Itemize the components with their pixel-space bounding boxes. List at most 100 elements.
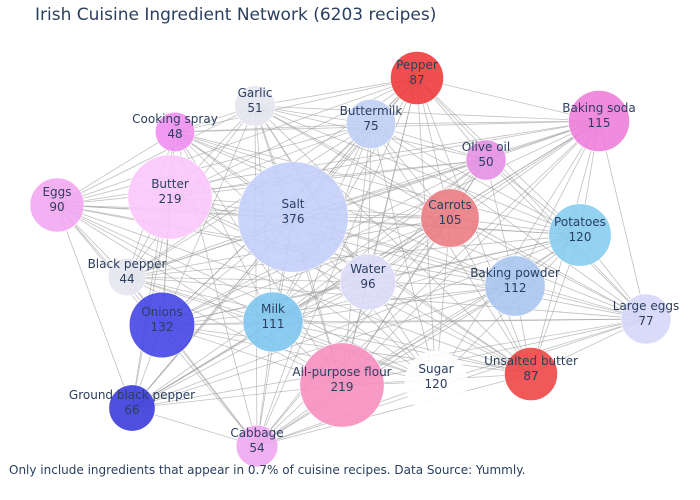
edge	[254, 105, 600, 122]
node-label-onions: Onions	[141, 305, 183, 319]
node-label-ground-black-pepper: Ground black pepper	[69, 388, 195, 402]
edge	[256, 217, 451, 447]
node-label-pepper: Pepper	[396, 58, 438, 72]
node-butter[interactable]	[127, 154, 213, 240]
node-label-potatoes: Potatoes	[554, 215, 606, 229]
node-group	[29, 51, 672, 468]
node-baking-soda[interactable]	[568, 90, 630, 152]
node-garlic[interactable]	[234, 85, 276, 127]
edge	[341, 318, 647, 386]
edge	[367, 120, 600, 283]
node-count-butter: 219	[159, 192, 182, 206]
node-label-sugar: Sugar	[418, 362, 453, 376]
edge	[367, 281, 532, 375]
edge	[174, 131, 581, 236]
node-carrots[interactable]	[420, 188, 480, 248]
edge	[254, 105, 581, 236]
edge	[370, 123, 532, 375]
node-label-black-pepper: Black pepper	[88, 257, 167, 271]
edge	[126, 276, 532, 375]
node-cooking-spray[interactable]	[154, 111, 196, 153]
edge	[131, 123, 372, 409]
edge	[161, 120, 600, 326]
node-count-black-pepper: 44	[119, 272, 134, 286]
edge	[598, 120, 647, 320]
edge	[370, 123, 437, 383]
node-water[interactable]	[339, 253, 397, 311]
node-potatoes[interactable]	[548, 203, 612, 267]
edge	[370, 123, 647, 320]
node-label-garlic: Garlic	[238, 86, 273, 100]
edge	[254, 105, 437, 383]
edge	[254, 105, 532, 375]
edge	[56, 204, 437, 383]
edge	[416, 77, 647, 320]
edge	[367, 234, 581, 283]
node-ground-black-pepper[interactable]	[108, 384, 156, 432]
edge	[161, 324, 437, 383]
node-count-water: 96	[360, 277, 375, 291]
edge	[256, 123, 372, 447]
node-count-pepper: 87	[409, 73, 424, 87]
node-pepper[interactable]	[390, 51, 444, 105]
edge	[435, 120, 600, 383]
node-large-eggs[interactable]	[620, 293, 672, 345]
edge	[341, 234, 581, 386]
edge	[256, 285, 516, 447]
chart-title: Irish Cuisine Ingredient Network (6203 r…	[35, 5, 437, 25]
node-eggs[interactable]	[29, 177, 85, 233]
node-count-carrots: 105	[439, 213, 462, 227]
node-count-ground-black-pepper: 66	[124, 403, 139, 417]
node-unsalted-butter[interactable]	[504, 347, 558, 401]
edge	[370, 123, 581, 236]
node-black-pepper[interactable]	[107, 257, 147, 297]
edge	[56, 204, 343, 386]
edge	[254, 77, 418, 107]
node-label-unsalted-butter: Unsalted butter	[484, 354, 578, 368]
edge	[169, 196, 437, 383]
chart-footnote: Only include ingredients that appear in …	[9, 463, 526, 477]
edge	[341, 120, 600, 386]
node-label-baking-powder: Baking powder	[470, 266, 560, 280]
edge	[416, 77, 600, 122]
node-salt[interactable]	[237, 161, 349, 273]
node-label-salt: Salt	[281, 197, 304, 211]
edge	[56, 204, 274, 323]
node-label-baking-soda: Baking soda	[562, 101, 635, 115]
node-label-milk: Milk	[261, 302, 285, 316]
edge	[370, 120, 600, 125]
node-count-baking-powder: 112	[504, 281, 527, 295]
edge	[56, 204, 532, 375]
node-count-olive-oil: 50	[478, 155, 493, 169]
node-label-carrots: Carrots	[428, 198, 471, 212]
edge	[174, 131, 647, 320]
node-all-purpose-flour[interactable]	[299, 342, 385, 428]
edge	[272, 321, 532, 375]
node-onions[interactable]	[128, 291, 196, 359]
node-milk[interactable]	[242, 291, 304, 353]
edge	[169, 120, 600, 198]
edge	[56, 77, 418, 206]
node-count-cabbage: 54	[249, 441, 264, 455]
node-baking-powder[interactable]	[484, 255, 546, 317]
node-label-large-eggs: Large eggs	[613, 299, 679, 313]
edge	[254, 105, 451, 219]
edge	[56, 204, 133, 409]
node-count-milk: 111	[262, 317, 285, 331]
edge	[254, 105, 258, 447]
node-count-salt: 376	[282, 212, 305, 226]
node-label-buttermilk: Buttermilk	[340, 104, 403, 118]
node-olive-oil[interactable]	[465, 139, 507, 181]
node-buttermilk[interactable]	[346, 99, 396, 149]
node-label-all-purpose-flour: All-purpose flour	[292, 365, 391, 379]
node-sugar[interactable]	[404, 350, 468, 414]
edge	[449, 217, 647, 320]
node-count-large-eggs: 77	[638, 314, 653, 328]
node-label-water: Water	[350, 262, 386, 276]
edge	[126, 276, 369, 283]
node-count-sugar: 120	[425, 377, 448, 391]
edge	[131, 318, 647, 409]
node-cabbage[interactable]	[235, 424, 279, 468]
